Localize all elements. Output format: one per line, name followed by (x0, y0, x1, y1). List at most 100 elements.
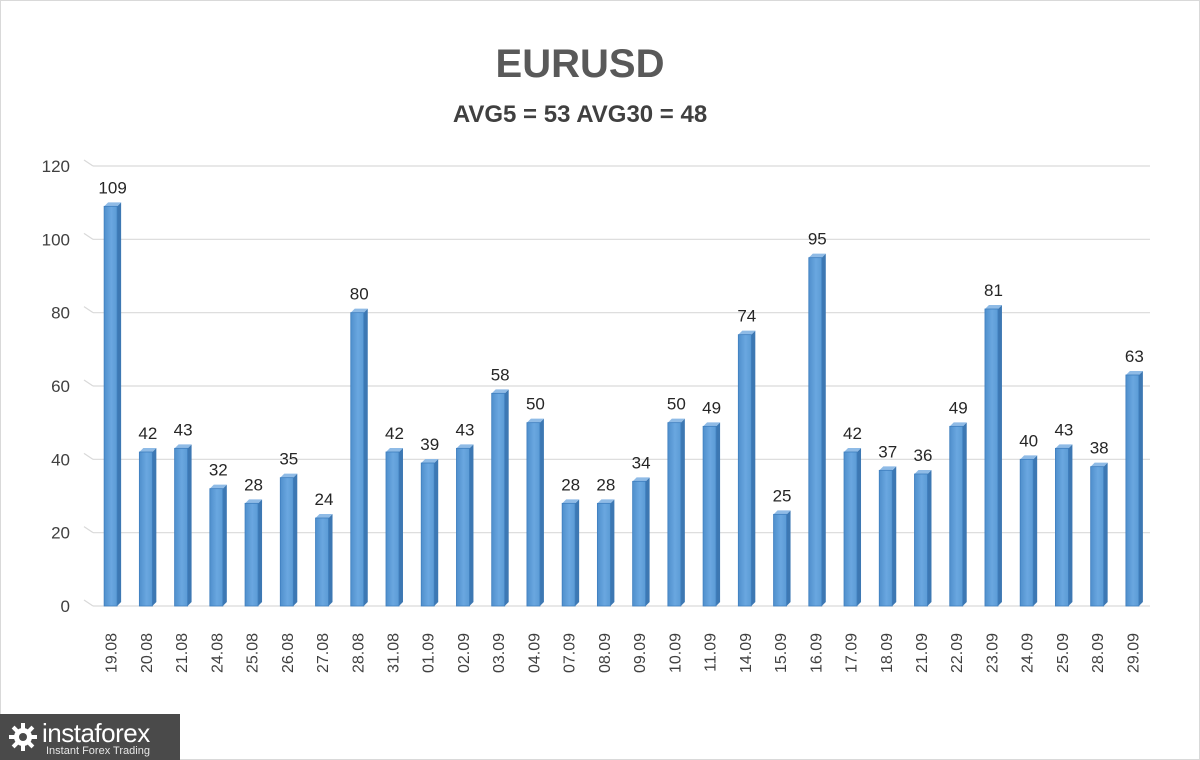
bar-top (984, 305, 1002, 309)
data-label: 34 (632, 453, 651, 472)
bar-front (103, 205, 118, 607)
x-tick-label: 29.09 (1125, 633, 1142, 673)
bar-front (1019, 458, 1034, 607)
data-label: 28 (561, 475, 580, 494)
bar-front (773, 513, 787, 607)
bar-side (434, 459, 439, 606)
bar-side (892, 466, 897, 606)
bar-side (997, 305, 1002, 606)
chart-title: EURUSD (496, 42, 665, 86)
gridline-depth (83, 159, 94, 167)
bar-top (914, 470, 932, 474)
data-label: 42 (385, 424, 404, 443)
bar-front (350, 312, 365, 607)
x-tick-label: 08.09 (597, 633, 614, 673)
bar-front (667, 422, 682, 607)
bar-front (209, 488, 224, 607)
x-tick-label: 24.09 (1020, 633, 1037, 673)
bar-front (1055, 447, 1069, 607)
bar (843, 448, 862, 607)
bar-side (469, 444, 474, 606)
bar-top (844, 448, 862, 452)
bar-front (878, 469, 893, 607)
x-tick-label: 10.09 (667, 633, 684, 673)
data-label: 28 (244, 475, 263, 494)
bar-top (139, 448, 157, 452)
bars (103, 202, 1143, 607)
x-tick-label: 22.09 (949, 633, 966, 673)
bar-side (258, 499, 263, 606)
bar (596, 499, 615, 607)
bar-top (421, 459, 439, 463)
x-tick-label: 16.09 (808, 633, 825, 673)
bar-top (456, 444, 474, 449)
bar-front (1125, 374, 1140, 607)
bar-top (879, 466, 897, 471)
x-tick-label: 25.09 (1055, 633, 1072, 673)
x-tick-label: 28.08 (350, 633, 367, 673)
data-label: 74 (737, 307, 756, 326)
bar-side (857, 448, 862, 606)
data-label: 40 (1019, 431, 1038, 450)
bar-front (949, 425, 964, 607)
bar (491, 389, 509, 607)
bar-side (187, 444, 192, 606)
bar-top (491, 389, 509, 394)
data-label: 42 (138, 424, 157, 443)
x-tick-label: 18.09 (879, 633, 896, 673)
x-tick-label: 09.09 (632, 633, 649, 673)
x-tick-label: 21.09 (914, 633, 931, 673)
bar-side (821, 253, 826, 606)
bar (1019, 455, 1038, 607)
bar (737, 330, 756, 607)
data-labels: 109 42 43 32 28 35 24 80 42 39 43 58 50 28 28 34 50 49 74 2… (98, 178, 1143, 509)
bar-front (984, 308, 999, 607)
bar-side (962, 422, 967, 606)
bar-top (526, 418, 544, 423)
bar-front (914, 473, 928, 607)
data-label: 58 (491, 365, 510, 384)
data-label: 42 (843, 424, 862, 443)
gear-logo-icon (9, 723, 37, 751)
bar-top (350, 308, 368, 313)
bar (773, 510, 791, 607)
y-tick-label: 20 (51, 524, 70, 543)
bar (315, 514, 333, 607)
bar-top (315, 514, 333, 518)
bar (914, 470, 932, 607)
gridline-depth (83, 306, 94, 314)
bar-side (610, 499, 615, 606)
bar-front (808, 257, 823, 607)
bar (209, 484, 227, 607)
y-tick-label: 40 (51, 450, 70, 469)
chart-subtitle: AVG5 = 53 AVG30 = 48 (453, 101, 707, 128)
x-tick-label: 27.08 (315, 633, 332, 673)
bar (561, 499, 580, 607)
gridline-depth (83, 599, 94, 607)
bar-side (751, 330, 756, 606)
y-tick-label: 60 (51, 377, 70, 396)
bar (949, 422, 967, 607)
bar-top (385, 448, 403, 452)
data-label: 81 (984, 281, 1003, 300)
bar-top (949, 422, 967, 427)
bar (350, 308, 368, 607)
bar-top (1090, 462, 1108, 467)
bar-side (293, 473, 298, 606)
x-tick-label: 07.09 (562, 633, 579, 673)
bar-front (632, 480, 647, 607)
bar-side (1103, 462, 1108, 606)
bar-top (1020, 455, 1038, 460)
y-tick-label: 80 (51, 304, 70, 323)
data-label: 38 (1090, 439, 1109, 458)
data-label: 39 (420, 435, 439, 454)
bar-top (773, 510, 791, 515)
gridline-depth (83, 232, 94, 240)
bar-front (385, 451, 400, 607)
bar-top (632, 477, 650, 482)
x-tick-label: 31.08 (385, 633, 402, 673)
watermark-brand: instaforex (42, 718, 150, 748)
bar-top (703, 422, 721, 427)
gridline-depth (83, 452, 94, 460)
bar-front (491, 392, 506, 607)
